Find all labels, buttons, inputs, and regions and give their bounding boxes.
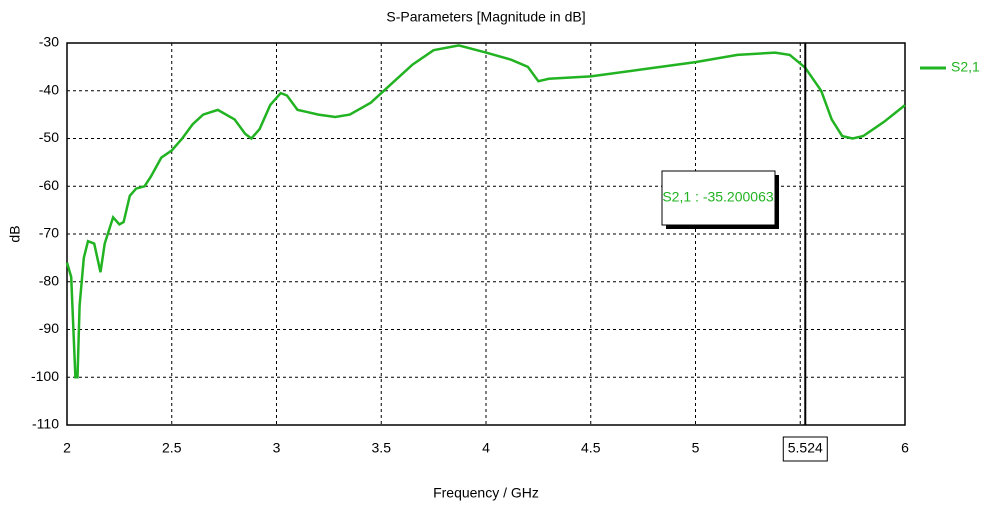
plot-frame [66,42,906,426]
y-tick-label: -100 [31,368,59,384]
y-tick-label: -90 [39,320,59,336]
data-line [65,44,906,379]
x-tick-label: 6 [901,440,909,456]
x-tick-label: 2 [63,440,71,456]
x-tick-label: 3.5 [372,440,392,456]
y-tick-label: -70 [39,225,59,241]
y-tick-label: -30 [39,34,59,50]
y-tick-label: -40 [39,81,59,97]
x-tick-label: 2.5 [162,440,182,456]
y-tick-label: -50 [39,129,59,145]
x-tick-label: 3 [273,440,281,456]
y-tick-label: -110 [32,416,59,432]
annotation-box [661,170,776,226]
y-tick-label: -60 [39,177,59,193]
x-axis-label: Frequency / GHz [433,485,539,501]
y-tick-label: -80 [39,272,59,288]
x-tick-label: 4 [482,440,490,456]
x-tick-label: 4.5 [581,440,601,456]
marker-label-box [782,436,828,462]
annotation: S2,1 : -35.200063 [662,189,774,205]
marker-label: 5.524 [788,440,823,456]
chart-title: S-Parameters [Magnitude in dB] [386,9,585,25]
y-axis-label: dB [7,225,23,242]
x-tick-label: 5 [692,440,700,456]
legend-label: S2,1 [951,59,980,75]
